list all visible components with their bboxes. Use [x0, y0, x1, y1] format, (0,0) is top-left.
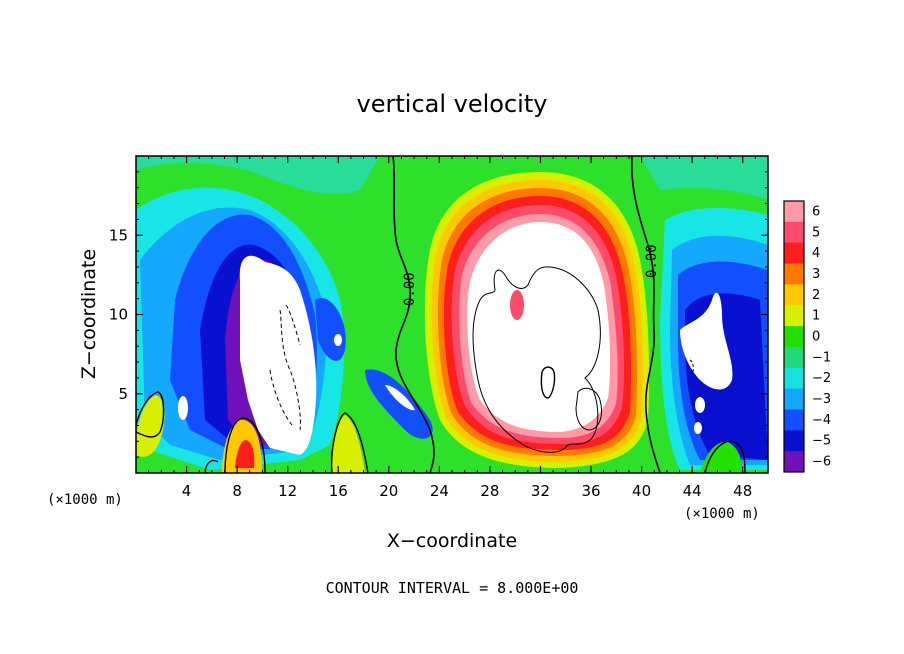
- low-updraft-8km-core: [235, 440, 255, 468]
- colorbar-swatch: [784, 346, 804, 369]
- colorbar-label: 6: [812, 204, 820, 219]
- downdraft-streak-core: [385, 385, 415, 411]
- y-tick-label: 5: [118, 385, 128, 403]
- colorbar-label: −3: [812, 392, 831, 407]
- colorbar-label: 0: [812, 330, 820, 345]
- x-tick-label: 16: [329, 482, 348, 500]
- colorbar: 6 5 4 3 2 1 0 −1 −2 −3 −4 −5 −6: [783, 200, 831, 473]
- contour-updraft-east-inner: [540, 366, 556, 399]
- colorbar-label: −1: [812, 350, 831, 365]
- colorbar-frame: [783, 200, 805, 473]
- colorbar-swatch: [784, 201, 804, 223]
- contour-low-8km: [224, 417, 266, 473]
- contour-interval-note: CONTOUR INTERVAL = 8.000E+00: [326, 579, 579, 597]
- colorbar-swatch: [784, 221, 804, 244]
- colorbar-label: −2: [812, 371, 831, 386]
- colorbar-label: −4: [812, 413, 831, 428]
- contour-low-16km: [330, 412, 369, 473]
- contour-downdraft-west-2: [269, 369, 293, 426]
- downdraft-streak: [365, 369, 433, 439]
- x-tick-label: 44: [683, 482, 702, 500]
- x-tick-label: 20: [379, 482, 398, 500]
- updraft-core-east: [467, 222, 611, 432]
- x-tick-label: 32: [531, 482, 550, 500]
- y-tick-label: 15: [109, 226, 128, 244]
- x-unit-right: (×1000 m): [684, 506, 760, 522]
- contour-label-east: 0.00: [644, 244, 660, 278]
- x-tick-label: 48: [733, 482, 752, 500]
- colorbar-swatch: [784, 263, 804, 285]
- colorbar-label: 1: [812, 309, 820, 324]
- x-tick-label: 4: [182, 482, 192, 500]
- colorbar-swatch: [784, 326, 804, 348]
- upper-weak-downdraft-east: [640, 156, 768, 200]
- low-downdraft-dot: [178, 396, 188, 420]
- colorbar-swatch: [784, 409, 804, 431]
- updraft-east-pocket: [510, 290, 524, 320]
- colorbar-swatch: [784, 242, 804, 265]
- x-tick-label: 24: [430, 482, 449, 500]
- y-tick-label: 10: [109, 306, 128, 324]
- x-unit-left: (×1000 m): [47, 492, 123, 508]
- updraft-core-west: [239, 255, 317, 455]
- colorbar-label: −6: [812, 455, 831, 470]
- colorbar-label: −5: [812, 434, 831, 449]
- y-axis-label: Z−coordinate: [78, 249, 100, 379]
- colorbar-swatch: [784, 284, 804, 306]
- x-tick-label: 28: [480, 482, 499, 500]
- contour-low-west-1: [136, 391, 165, 438]
- contour-updraft-east: [472, 266, 601, 453]
- upper-weak-downdraft: [136, 156, 380, 195]
- contour-updraft-east-lower: [575, 387, 603, 431]
- colorbar-label: 4: [812, 246, 820, 261]
- updraft-dot: [334, 334, 342, 346]
- colorbar-label: 5: [812, 225, 820, 240]
- x-axis-label: X−coordinate: [387, 530, 517, 552]
- contour-low-44km: [704, 440, 746, 473]
- colorbar-label: 2: [812, 288, 820, 303]
- x-tick-label: 36: [581, 482, 600, 500]
- plot-field: [136, 156, 768, 473]
- colorbar-swatch: [784, 388, 804, 410]
- x-tick-label: 40: [632, 482, 651, 500]
- colorbar-swatch: [784, 451, 804, 473]
- colorbar-swatch: [784, 367, 804, 390]
- contour-downdraft-west-3: [285, 304, 301, 346]
- contour-low-west-2: [204, 459, 219, 473]
- low-downdraft-dot-east-2: [694, 422, 702, 434]
- low-updraft-44km: [700, 441, 742, 473]
- low-downdraft-dot-east: [695, 397, 705, 413]
- low-updraft-west-edge: [136, 395, 165, 457]
- colorbar-label: 3: [812, 267, 820, 282]
- x-tick-label: 12: [278, 482, 297, 500]
- colorbar-swatch: [784, 305, 804, 327]
- zero-contour-west: [392, 156, 435, 473]
- contour-label-west: 0.00: [402, 272, 418, 306]
- zero-contour-east: [630, 156, 661, 473]
- low-updraft-16km: [331, 415, 365, 473]
- colorbar-swatch: [784, 430, 804, 452]
- chart-title: vertical velocity: [357, 90, 548, 118]
- contour-downdraft-east: [689, 359, 694, 375]
- x-tick-label: 8: [232, 482, 242, 500]
